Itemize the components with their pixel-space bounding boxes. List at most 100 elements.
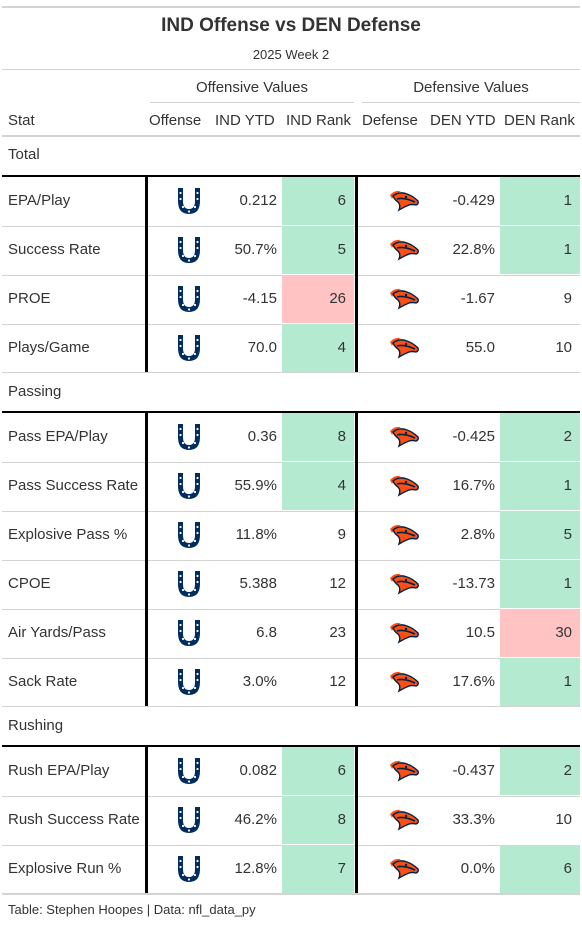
defense-logo [388, 670, 420, 699]
den-ytd-value: -1.67 [460, 290, 495, 307]
table-row: Success Rate 50.7% 5 22.8% 1 [2, 226, 580, 276]
ind-ytd-value: 46.2% [234, 811, 277, 828]
den-ytd-value: 17.6% [452, 673, 495, 690]
colts-horseshoe-icon [178, 335, 200, 361]
colts-horseshoe-icon [178, 758, 200, 784]
den-rank-value: 1 [500, 226, 580, 274]
offense-logo [174, 804, 204, 841]
broncos-horse-head-icon [390, 760, 419, 782]
defense-logo [388, 189, 420, 218]
broncos-horse-head-icon [390, 337, 419, 359]
offense-logo [174, 755, 204, 792]
group-label-total: Total [8, 146, 40, 163]
stat-label: Success Rate [8, 241, 101, 258]
stat-label: Pass EPA/Play [8, 428, 108, 445]
offense-logo [174, 666, 204, 703]
broncos-horse-head-icon [390, 524, 419, 546]
column-header-den-ytd: DEN YTD [430, 112, 496, 129]
defense-logo [388, 474, 420, 503]
defense-logo [388, 523, 420, 552]
broncos-horse-head-icon [390, 475, 419, 497]
offense-logo [174, 470, 204, 507]
ind-rank-value: 12 [329, 575, 346, 592]
group-label-rushing: Rushing [8, 717, 64, 734]
header-divider [2, 69, 580, 70]
defense-logo [388, 621, 420, 650]
ind-rank-value: 9 [337, 526, 346, 543]
table-row: Explosive Run % 12.8% 7 0.0% 6 [2, 845, 580, 894]
table-row: Rush Success Rate 46.2% 8 33.3% 10 [2, 796, 580, 846]
ind-rank-value: 4 [282, 462, 354, 510]
ind-rank-value: 4 [282, 324, 354, 372]
stat-label: Plays/Game [8, 339, 90, 356]
den-rank-value: 30 [500, 609, 580, 657]
group-divider [2, 175, 580, 177]
ind-ytd-value: 5.388 [239, 575, 277, 592]
table-row: Rush EPA/Play 0.082 6 -0.437 2 [2, 747, 580, 797]
table-title: IND Offense vs DEN Defense [161, 15, 421, 36]
den-rank-value: 9 [563, 290, 572, 307]
table-row: EPA/Play 0.212 6 -0.429 1 [2, 177, 580, 227]
ind-rank-value: 8 [282, 796, 354, 844]
column-header-stat: Stat [8, 112, 35, 129]
stat-label: EPA/Play [8, 192, 71, 209]
defense-logo [388, 238, 420, 267]
ind-ytd-value: 0.212 [239, 192, 277, 209]
ind-rank-value: 5 [282, 226, 354, 274]
offense-defense-divider [355, 177, 358, 372]
stat-label: Explosive Run % [8, 860, 122, 877]
broncos-horse-head-icon [390, 809, 419, 831]
den-rank-value: 10 [555, 811, 572, 828]
den-rank-value: 1 [500, 560, 580, 608]
ind-ytd-value: 50.7% [234, 241, 277, 258]
colts-horseshoe-icon [178, 807, 200, 833]
offense-column-divider [145, 413, 148, 706]
offense-logo [174, 283, 204, 320]
den-rank-value: 2 [500, 413, 580, 461]
offense-logo [174, 568, 204, 605]
colts-horseshoe-icon [178, 286, 200, 312]
colts-horseshoe-icon [178, 237, 200, 263]
column-header-offense: Offense [149, 112, 202, 129]
broncos-horse-head-icon [390, 671, 419, 693]
defensive-values-spanner: Defensive Values [413, 79, 529, 96]
den-ytd-value: 55.0 [465, 339, 495, 356]
ind-ytd-value: 70.0 [247, 339, 277, 356]
den-ytd-value: 22.8% [452, 241, 495, 258]
den-ytd-value: -0.437 [452, 762, 495, 779]
group-divider [2, 411, 580, 413]
den-rank-value: 1 [500, 658, 580, 706]
group-end-divider [2, 372, 580, 373]
stat-label: Air Yards/Pass [8, 624, 106, 641]
column-header-den-rank: DEN Rank [504, 112, 575, 129]
offense-column-divider [145, 177, 148, 372]
den-rank-value: 5 [500, 511, 580, 559]
table-bottom-border [2, 893, 580, 895]
ind-ytd-value: 3.0% [242, 673, 277, 690]
table-row: Pass Success Rate 55.9% 4 16.7% 1 [2, 462, 580, 512]
ind-rank-value: 6 [282, 747, 354, 795]
ind-ytd-value: 0.082 [239, 762, 277, 779]
ind-rank-value: 7 [282, 845, 354, 893]
den-ytd-value: 33.3% [452, 811, 495, 828]
broncos-horse-head-icon [390, 622, 419, 644]
defense-logo [388, 425, 420, 454]
column-header-divider [2, 135, 580, 137]
ind-ytd-value: 12.8% [234, 860, 277, 877]
table-row: CPOE 5.388 12 -13.73 1 [2, 560, 580, 610]
stat-label: CPOE [8, 575, 51, 592]
colts-horseshoe-icon [178, 188, 200, 214]
offense-defense-divider [355, 413, 358, 706]
ind-ytd-value: 6.8 [256, 624, 277, 641]
defense-logo [388, 857, 420, 886]
broncos-horse-head-icon [390, 426, 419, 448]
defensive-spanner-line [362, 102, 580, 103]
table-row: Explosive Pass % 11.8% 9 2.8% 5 [2, 511, 580, 561]
colts-horseshoe-icon [178, 571, 200, 597]
stat-label: Rush Success Rate [8, 811, 140, 828]
offense-logo [174, 421, 204, 458]
colts-horseshoe-icon [178, 620, 200, 646]
stat-label: Rush EPA/Play [8, 762, 110, 779]
offense-logo [174, 519, 204, 556]
broncos-horse-head-icon [390, 190, 419, 212]
